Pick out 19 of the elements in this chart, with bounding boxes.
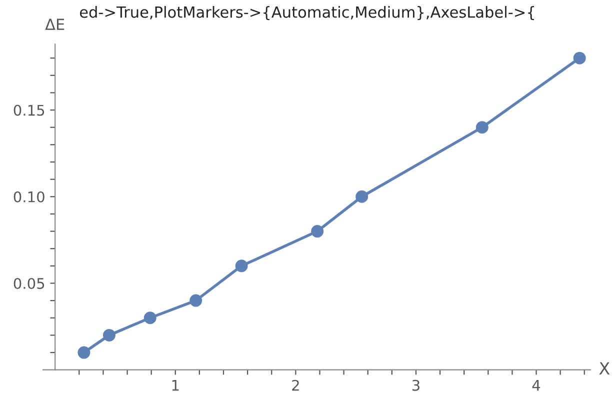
y-tick-label: 0.15 <box>14 104 44 116</box>
text: ed->True,PlotMarkers->{Automatic,Medium},AxesLabel->{ <box>80 6 534 20</box>
point <box>102 328 116 342</box>
point <box>311 225 324 238</box>
point <box>235 260 248 272</box>
point <box>78 346 90 359</box>
x-tick-label: 4 <box>532 380 540 391</box>
y-axis-title: ΔE <box>45 18 64 30</box>
point <box>144 312 156 324</box>
y-tick-label: 0.05 <box>14 278 44 289</box>
x-axis-title: X <box>599 362 610 374</box>
x-tick-label: 2 <box>292 380 299 391</box>
point <box>476 121 488 134</box>
point <box>190 294 202 307</box>
y-tick-label: 0.10 <box>14 191 44 202</box>
point <box>573 52 586 64</box>
x-tick-label: 3 <box>412 380 420 391</box>
point <box>356 190 368 203</box>
x-tick-label: 1 <box>172 380 179 391</box>
